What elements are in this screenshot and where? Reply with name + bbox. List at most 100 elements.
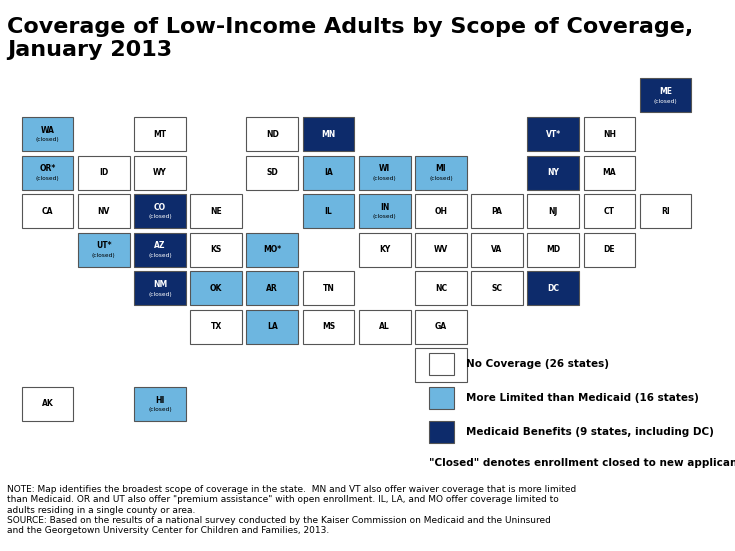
Text: TN: TN — [323, 284, 334, 293]
Text: MT: MT — [154, 129, 167, 138]
Text: CO: CO — [154, 203, 166, 212]
Text: FL: FL — [436, 361, 446, 370]
FancyBboxPatch shape — [22, 194, 74, 228]
FancyBboxPatch shape — [303, 310, 354, 344]
Text: AZ: AZ — [154, 241, 165, 250]
FancyBboxPatch shape — [134, 117, 186, 151]
Text: NY: NY — [548, 168, 559, 177]
Text: WV: WV — [434, 245, 448, 254]
Text: (closed): (closed) — [148, 291, 172, 296]
Text: KS: KS — [210, 245, 222, 254]
FancyBboxPatch shape — [303, 117, 354, 151]
Text: NV: NV — [98, 207, 110, 215]
FancyBboxPatch shape — [22, 387, 74, 421]
Text: NJ: NJ — [548, 207, 558, 215]
FancyBboxPatch shape — [415, 233, 467, 267]
FancyBboxPatch shape — [471, 194, 523, 228]
FancyBboxPatch shape — [190, 310, 242, 344]
Text: GA: GA — [435, 322, 447, 331]
Text: VA: VA — [492, 245, 503, 254]
FancyBboxPatch shape — [429, 387, 454, 409]
Text: KY: KY — [379, 245, 390, 254]
Text: No Coverage (26 states): No Coverage (26 states) — [467, 359, 609, 369]
FancyBboxPatch shape — [78, 194, 129, 228]
Text: (closed): (closed) — [36, 137, 60, 142]
Text: WI: WI — [379, 164, 390, 173]
FancyBboxPatch shape — [471, 233, 523, 267]
FancyBboxPatch shape — [246, 271, 298, 305]
Text: DC: DC — [548, 284, 559, 293]
FancyBboxPatch shape — [22, 117, 74, 151]
FancyBboxPatch shape — [584, 117, 635, 151]
FancyBboxPatch shape — [639, 194, 692, 228]
Text: IA: IA — [324, 168, 333, 177]
Text: NH: NH — [603, 129, 616, 138]
FancyBboxPatch shape — [246, 310, 298, 344]
FancyBboxPatch shape — [528, 155, 579, 190]
FancyBboxPatch shape — [303, 271, 354, 305]
Text: AR: AR — [267, 284, 279, 293]
Text: NOTE: Map identifies the broadest scope of coverage in the state.  MN and VT als: NOTE: Map identifies the broadest scope … — [7, 485, 576, 536]
FancyBboxPatch shape — [584, 194, 635, 228]
Text: CT: CT — [604, 207, 615, 215]
Text: THE
HENRY J.
KAISER
FAMILY
FOUNDATION: THE HENRY J. KAISER FAMILY FOUNDATION — [663, 485, 704, 514]
Text: AL: AL — [379, 322, 390, 331]
FancyBboxPatch shape — [78, 155, 129, 190]
FancyBboxPatch shape — [134, 271, 186, 305]
FancyBboxPatch shape — [415, 155, 467, 190]
FancyBboxPatch shape — [22, 155, 74, 190]
Text: More Limited than Medicaid (16 states): More Limited than Medicaid (16 states) — [467, 393, 699, 403]
FancyBboxPatch shape — [303, 194, 354, 228]
FancyBboxPatch shape — [359, 310, 411, 344]
Text: (closed): (closed) — [148, 214, 172, 219]
Text: "Closed" denotes enrollment closed to new applicants: "Closed" denotes enrollment closed to ne… — [429, 458, 735, 468]
Text: UT*: UT* — [96, 241, 112, 250]
FancyBboxPatch shape — [415, 194, 467, 228]
Text: NE: NE — [210, 207, 222, 215]
FancyBboxPatch shape — [415, 310, 467, 344]
FancyBboxPatch shape — [528, 117, 579, 151]
Text: (closed): (closed) — [429, 176, 453, 181]
Text: DE: DE — [603, 245, 615, 254]
FancyBboxPatch shape — [415, 271, 467, 305]
Text: MS: MS — [322, 322, 335, 331]
FancyBboxPatch shape — [584, 233, 635, 267]
Text: NC: NC — [435, 284, 447, 293]
FancyBboxPatch shape — [134, 155, 186, 190]
FancyBboxPatch shape — [528, 271, 579, 305]
FancyBboxPatch shape — [359, 155, 411, 190]
FancyBboxPatch shape — [528, 194, 579, 228]
FancyBboxPatch shape — [190, 194, 242, 228]
FancyBboxPatch shape — [471, 271, 523, 305]
Text: (closed): (closed) — [653, 99, 678, 104]
FancyBboxPatch shape — [359, 233, 411, 267]
Text: ME: ME — [659, 87, 672, 96]
Text: PA: PA — [492, 207, 503, 215]
FancyBboxPatch shape — [528, 233, 579, 267]
Text: RI: RI — [662, 207, 670, 215]
Text: (closed): (closed) — [92, 253, 115, 258]
Text: ID: ID — [99, 168, 108, 177]
Text: CA: CA — [42, 207, 54, 215]
FancyBboxPatch shape — [359, 194, 411, 228]
FancyBboxPatch shape — [190, 271, 242, 305]
Text: (closed): (closed) — [373, 176, 397, 181]
Text: WY: WY — [153, 168, 167, 177]
FancyBboxPatch shape — [584, 155, 635, 190]
FancyBboxPatch shape — [303, 155, 354, 190]
Text: IL: IL — [325, 207, 332, 215]
FancyBboxPatch shape — [246, 117, 298, 151]
Text: IN: IN — [380, 203, 390, 212]
FancyBboxPatch shape — [134, 194, 186, 228]
Text: AK: AK — [42, 399, 54, 408]
FancyBboxPatch shape — [134, 233, 186, 267]
Text: NM: NM — [153, 280, 167, 289]
Text: MI: MI — [436, 164, 446, 173]
Text: HI: HI — [155, 396, 165, 404]
FancyBboxPatch shape — [415, 348, 467, 382]
Text: SD: SD — [267, 168, 279, 177]
FancyBboxPatch shape — [190, 233, 242, 267]
FancyBboxPatch shape — [246, 233, 298, 267]
FancyBboxPatch shape — [429, 353, 454, 375]
Text: ND: ND — [266, 129, 279, 138]
